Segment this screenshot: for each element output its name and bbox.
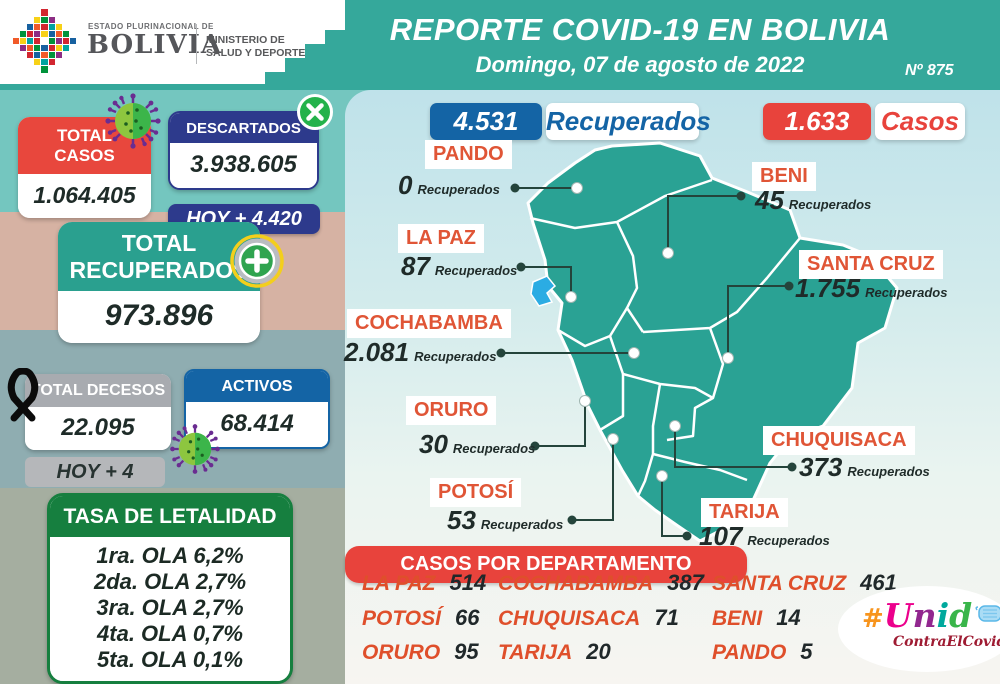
plus-icon bbox=[230, 234, 284, 288]
table-cell: BENI 14 bbox=[712, 605, 801, 630]
table-cell: SANTA CRUZ 461 bbox=[712, 570, 897, 595]
bolivia-outline bbox=[526, 141, 899, 543]
campaign-logo: #Unids bbox=[862, 596, 1000, 635]
map-marker-dots bbox=[565, 182, 734, 482]
activos-value: 68.414 bbox=[186, 402, 328, 447]
discarded-x-icon bbox=[297, 94, 333, 130]
report-title: REPORTE COVID-19 EN BOLIVIA bbox=[389, 12, 891, 47]
descartados-card: DESCARTADOS 3.938.605 bbox=[168, 111, 319, 190]
letalidad-body: 1ra. OLA 6,2% 2da. OLA 2,7% 3ra. OLA 2,7… bbox=[50, 537, 290, 681]
table-cell: COCHABAMBA 387 bbox=[498, 570, 704, 595]
map-label-santa-cruz: SANTA CRUZ bbox=[799, 250, 943, 279]
decesos-hoy-badge: HOY + 4 bbox=[25, 457, 165, 487]
bolivia-map bbox=[496, 141, 899, 543]
stair-step bbox=[265, 72, 285, 84]
map-label-oruro: ORURO bbox=[406, 396, 497, 425]
campaign-tagline: ContraElCovid bbox=[893, 634, 1000, 650]
stair-step bbox=[285, 58, 305, 84]
label-dots bbox=[496, 183, 797, 541]
total-recuperados-header: TOTAL RECUPERADOS bbox=[58, 222, 260, 291]
total-recuperados-value: 973.896 bbox=[58, 291, 260, 343]
total-decesos-card: TOTAL DECESOS 22.095 bbox=[25, 374, 171, 450]
virus-icon bbox=[105, 93, 161, 149]
map-value-beni: 45 Recuperados bbox=[755, 185, 872, 215]
map-value-pando: 0 Recuperados bbox=[398, 170, 500, 200]
letalidad-row: 2da. OLA 2,7% bbox=[93, 569, 247, 594]
letalidad-header: TASA DE LETALIDAD bbox=[50, 496, 290, 537]
map-value-oruro: 30 Recuperados bbox=[419, 429, 536, 459]
letalidad-row: 3ra. OLA 2,7% bbox=[96, 595, 244, 620]
cases-total-badge: 1.633 bbox=[763, 103, 871, 140]
lake-titicaca bbox=[530, 275, 557, 307]
connector-lines bbox=[501, 187, 792, 537]
map-value-chuquisaca: 373 Recuperados bbox=[799, 452, 930, 482]
map-label-la-paz: LA PAZ bbox=[398, 224, 484, 253]
stair-step bbox=[305, 44, 325, 84]
coat-of-arms-icon bbox=[13, 9, 76, 73]
activos-header: ACTIVOS bbox=[186, 371, 328, 402]
report-number: Nº 875 bbox=[905, 62, 954, 79]
face-mask-icon bbox=[975, 605, 1000, 622]
table-cell: TARIJA 20 bbox=[498, 639, 611, 664]
cases-total-label: Casos bbox=[875, 103, 965, 140]
map-label-cochabamba: COCHABAMBA bbox=[347, 309, 511, 338]
estado-plurinacional-label: ESTADO PLURINACIONAL DE bbox=[88, 22, 214, 31]
map-label-pando: PANDO bbox=[425, 140, 512, 169]
table-cell: CHUQUISACA 71 bbox=[498, 605, 679, 630]
total-decesos-header: TOTAL DECESOS bbox=[25, 374, 171, 407]
total-casos-value: 1.064.405 bbox=[18, 174, 151, 218]
cases-by-department-title: CASOS POR DEPARTAMENTO bbox=[345, 546, 747, 583]
header-bar: ESTADO PLURINACIONAL DE BOLIVIA MINISTER… bbox=[0, 0, 1000, 90]
map-label-chuquisaca: CHUQUISACA bbox=[763, 426, 915, 455]
ministerio-label: MINISTERIO DE SALUD Y DEPORTES bbox=[206, 34, 313, 59]
ministry-logo-block: ESTADO PLURINACIONAL DE BOLIVIA MINISTER… bbox=[0, 0, 345, 84]
map-label-potosi: POTOSÍ bbox=[430, 478, 522, 507]
table-cell: ORURO 95 bbox=[362, 639, 479, 664]
total-decesos-value: 22.095 bbox=[25, 407, 171, 450]
total-recuperados-card: TOTAL RECUPERADOS 973.896 bbox=[58, 222, 260, 343]
map-value-cochabamba: 2.081 Recuperados bbox=[344, 337, 497, 367]
table-cell: POTOSÍ 66 bbox=[362, 605, 480, 630]
map-value-santa-cruz: 1.755 Recuperados bbox=[795, 273, 948, 303]
logo-divider bbox=[196, 24, 197, 64]
recovered-total-badge: 4.531 bbox=[430, 103, 542, 140]
letalidad-row: 1ra. OLA 6,2% bbox=[96, 543, 244, 568]
recovered-total-label: Recuperados bbox=[546, 103, 711, 140]
stair-step bbox=[325, 30, 345, 84]
descartados-value: 3.938.605 bbox=[170, 143, 317, 188]
map-label-tarija: TARIJA bbox=[701, 498, 788, 527]
table-cell: LA PAZ 514 bbox=[362, 570, 487, 595]
campaign-logo-background bbox=[838, 586, 1000, 672]
virus-icon bbox=[170, 424, 220, 474]
table-cell: PANDO 5 bbox=[712, 639, 813, 664]
descartados-header: DESCARTADOS bbox=[170, 113, 317, 143]
map-label-beni: BENI bbox=[752, 162, 816, 191]
map-value-potosi: 53 Recuperados bbox=[447, 505, 564, 535]
letalidad-card: TASA DE LETALIDAD 1ra. OLA 6,2% 2da. OLA… bbox=[47, 493, 293, 684]
map-value-la-paz: 87 Recuperados bbox=[401, 251, 518, 281]
report-date: Domingo, 07 de agosto de 2022 bbox=[475, 52, 805, 77]
letalidad-row: 5ta. OLA 0,1% bbox=[97, 647, 243, 672]
letalidad-row: 4ta. OLA 0,7% bbox=[97, 621, 243, 646]
mourning-ribbon-icon bbox=[7, 368, 39, 422]
bolivia-wordmark: BOLIVIA bbox=[87, 30, 223, 60]
